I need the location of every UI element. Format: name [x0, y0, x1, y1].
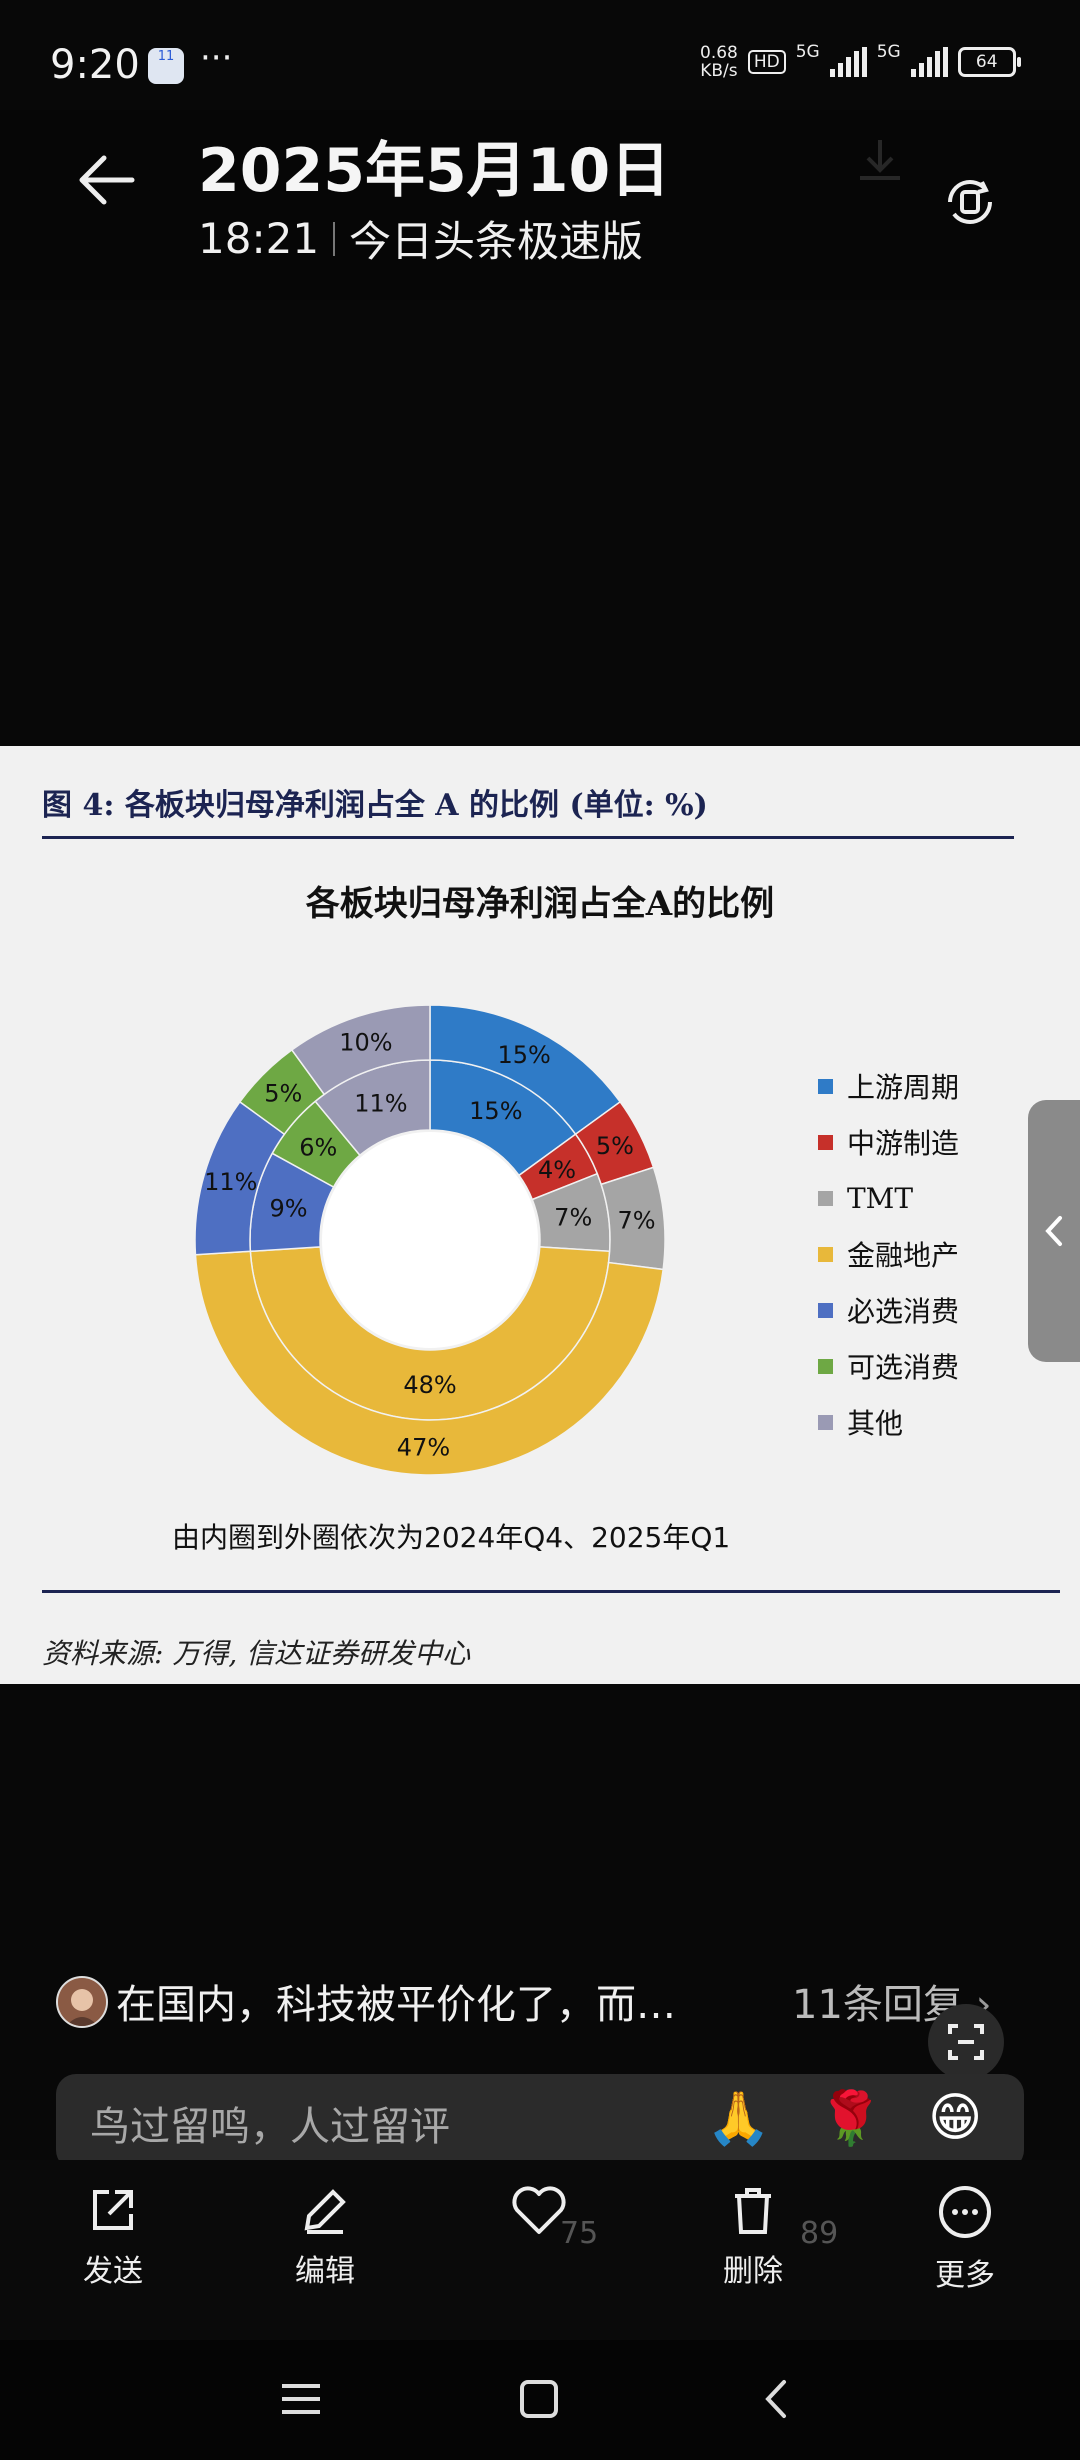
comment-input-placeholder[interactable]: 鸟过留鸣，人过留评 [90, 2104, 450, 2150]
rose-emoji-button[interactable]: 🌹 [818, 2089, 883, 2149]
chart-source: 资料来源: 万得, 信达证券研发中心 [42, 1637, 471, 1670]
donut-chart: 15% 4% 7% 48% 9% 6% 11% 15% 5% 7% 47% 11% 5% 10% [194, 1004, 666, 1476]
share-icon [93, 2190, 133, 2230]
legend-label: 其他 [847, 1407, 904, 1440]
legend-swatch [818, 1190, 833, 1206]
page-title: 2025年5月10日 [198, 136, 671, 206]
status-indicators: 0.68 KB/s HD 5G 5G 64 [700, 42, 1021, 82]
more-notifications-icon: ··· [200, 38, 233, 78]
legend-label: 金融地产 [847, 1239, 960, 1272]
sim2-network: 5G [876, 42, 901, 62]
figure-caption: 图 4: 各板块归母净利润占全 A 的比例 (单位: %) [42, 788, 708, 823]
rotate-icon[interactable] [938, 170, 1002, 234]
divider [42, 836, 1014, 839]
more-label: 更多 [935, 2258, 995, 2293]
calendar-app-icon: 11 [148, 48, 184, 84]
net-speed-unit: KB/s [700, 61, 738, 81]
donut-label-inner-3: 48% [403, 1371, 456, 1399]
more-button[interactable]: 更多 [900, 2182, 1030, 2294]
chart-note: 由内圈到外圈依次为2024年Q4、2025年Q1 [172, 1521, 731, 1554]
donut-label-inner-4: 9% [269, 1194, 307, 1222]
chart-legend: 上游周期中游制造 TMT 金融地产必选消费可选消费其他 [818, 1058, 959, 1450]
grin-emoji-button[interactable]: 😁 [928, 2088, 983, 2148]
legend-swatch [818, 1246, 833, 1262]
pray-emoji-button[interactable]: 🙏 [706, 2089, 771, 2149]
status-time: 9:20 [50, 42, 140, 88]
edit-button[interactable]: 编辑 [260, 2182, 390, 2290]
viewer-header [0, 110, 1080, 300]
delete-label: 删除 [723, 2254, 783, 2289]
legend-label: 可选消费 [847, 1351, 960, 1384]
donut-label-inner-6: 11% [354, 1090, 407, 1118]
signal-icon [829, 47, 867, 77]
donut-label-inner-0: 15% [469, 1097, 522, 1125]
sim1-network: 5G [795, 42, 820, 62]
system-nav-bar [0, 2340, 1080, 2460]
donut-label-outer-3: 47% [397, 1433, 450, 1461]
battery-icon: 64 [957, 47, 1021, 77]
comment-input[interactable] [56, 2074, 1024, 2170]
legend-item: 上游周期 [818, 1058, 959, 1114]
legend-item: 其他 [818, 1394, 959, 1450]
menu-icon[interactable] [276, 2374, 326, 2424]
donut-slice-outer-3 [194, 1250, 664, 1476]
delete-button[interactable]: 删除 [688, 2182, 818, 2290]
donut-label-outer-6: 10% [339, 1029, 392, 1057]
side-panel-handle[interactable] [1028, 1100, 1080, 1362]
legend-swatch [818, 1134, 833, 1150]
more-icon [939, 2186, 991, 2238]
donut-label-outer-4: 11% [204, 1168, 257, 1196]
donut-label-inner-2: 7% [554, 1203, 592, 1231]
send-button[interactable]: 发送 [48, 2182, 178, 2290]
legend-swatch [818, 1358, 833, 1374]
edit-label: 编辑 [295, 2254, 355, 2289]
comment-text[interactable]: 在国内，科技被平价化了，而… [116, 1982, 676, 2028]
donut-label-outer-2: 7% [618, 1206, 656, 1234]
donut-label-outer-1: 5% [596, 1132, 634, 1160]
home-icon[interactable] [514, 2374, 564, 2424]
net-speed-value: 0.68 [700, 43, 738, 63]
nav-back-icon[interactable] [752, 2374, 802, 2424]
source-app: 今日头条极速版 [349, 217, 644, 266]
like-button[interactable] [474, 2182, 604, 2238]
legend-item: 可选消费 [818, 1338, 959, 1394]
pencil-icon [304, 2189, 346, 2234]
legend-label: TMT [847, 1181, 914, 1215]
ghost-count: 89 [800, 2216, 839, 2251]
heart-icon [512, 2186, 566, 2234]
donut-label-inner-5: 6% [299, 1134, 337, 1162]
divider [42, 1590, 1060, 1593]
avatar[interactable] [56, 1976, 108, 2028]
donut-slice-outer-6 [290, 1004, 431, 1096]
hd-icon: HD [747, 50, 786, 74]
net-speed: 0.68 KB/s [700, 44, 738, 80]
ghost-count: 75 [560, 2216, 599, 2251]
trash-icon [735, 2188, 771, 2234]
donut-hole [322, 1132, 538, 1348]
legend-label: 必选消费 [847, 1295, 960, 1328]
legend-item: 金融地产 [818, 1226, 959, 1282]
scan-icon[interactable] [928, 2004, 1004, 2080]
legend-swatch [818, 1302, 833, 1318]
photo-time: 18:21 [198, 214, 320, 263]
donut-label-outer-5: 5% [264, 1079, 302, 1107]
photo-subtitle: 18:21 今日头条极速版 [198, 208, 643, 269]
signal-icon-2 [910, 47, 948, 77]
legend-swatch [818, 1414, 833, 1430]
legend-item: 必选消费 [818, 1282, 959, 1338]
donut-label-inner-1: 4% [538, 1156, 576, 1184]
donut-label-outer-0: 15% [498, 1041, 551, 1069]
legend-swatch [818, 1078, 833, 1094]
chart-title: 各板块归母净利润占全A的比例 [305, 884, 775, 924]
legend-item: 中游制造 [818, 1114, 959, 1170]
legend-label: 中游制造 [847, 1127, 960, 1160]
send-label: 发送 [83, 2254, 143, 2289]
legend-item: TMT [818, 1170, 959, 1226]
divider [333, 221, 336, 256]
download-icon [852, 134, 908, 190]
back-arrow-icon[interactable] [70, 140, 150, 220]
legend-label: 上游周期 [847, 1071, 960, 1104]
